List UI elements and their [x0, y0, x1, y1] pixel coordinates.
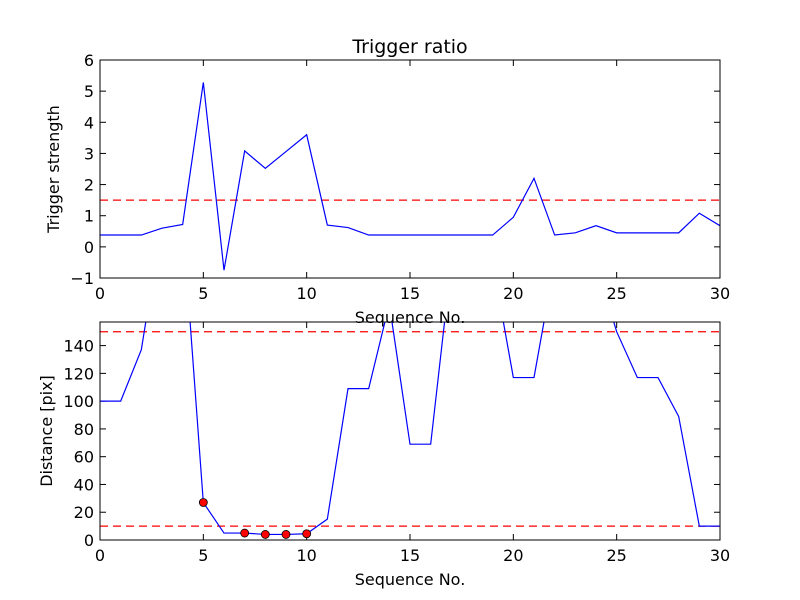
y-tick-label: 60 [74, 448, 94, 467]
data-point [281, 530, 291, 539]
y-tick-label: −1 [70, 269, 94, 288]
y-tick-label: 0 [84, 531, 94, 550]
y-tick-label: 20 [74, 503, 94, 522]
x-tick-label: 5 [198, 546, 208, 565]
x-tick-label: 25 [606, 284, 626, 303]
y-tick-label: 120 [63, 364, 94, 383]
data-point [260, 530, 270, 539]
x-tick-label: 25 [606, 546, 626, 565]
x-tick-label: 0 [95, 284, 105, 303]
series-line [100, 82, 720, 271]
data-point [240, 528, 250, 538]
x-tick-label: 15 [400, 284, 420, 303]
x-tick-label: 10 [296, 284, 316, 303]
plot-frame [99, 59, 721, 279]
y-axis-label: Distance [pix] [37, 375, 56, 487]
y-tick-label: 4 [84, 113, 94, 132]
data-point [302, 529, 312, 539]
y-tick-label: 1 [84, 207, 94, 226]
marker-group [198, 498, 312, 539]
x-axis-label: Sequence No. [355, 570, 466, 589]
y-tick-label: 140 [63, 337, 94, 356]
x-tick-label: 20 [503, 284, 523, 303]
y-tick-label: 80 [74, 420, 94, 439]
plot-frame [99, 321, 721, 541]
x-tick-label: 20 [503, 546, 523, 565]
y-tick-label: 40 [74, 475, 94, 494]
x-tick-label: 10 [296, 546, 316, 565]
tick-group: 0 5 10 15 20 25 30 0 20 40 60 80 100 120 140 [63, 322, 730, 565]
y-tick-label: 0 [84, 238, 94, 257]
series-group [100, 82, 720, 271]
y-axis-label: Trigger strength [44, 105, 63, 234]
y-tick-label: 6 [84, 51, 94, 70]
y-tick-label: 100 [63, 392, 94, 411]
x-tick-label: 15 [400, 546, 420, 565]
x-tick-label: 5 [198, 284, 208, 303]
x-tick-label: 0 [95, 546, 105, 565]
distance-chart: Sequence No. Distance [pix] 0 5 10 15 20 25 30… [37, 321, 730, 589]
y-tick-label: 5 [84, 82, 94, 101]
x-tick-label: 30 [710, 284, 730, 303]
chart-title: Trigger ratio [351, 36, 467, 58]
y-tick-label: 2 [84, 176, 94, 195]
data-point [198, 498, 208, 507]
x-tick-label: 30 [710, 546, 730, 565]
y-tick-label: 3 [84, 144, 94, 163]
